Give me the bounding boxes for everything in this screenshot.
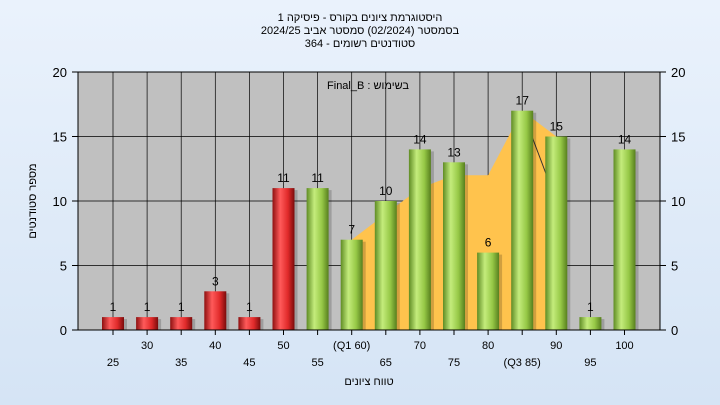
bar-25 [102,317,124,330]
x-tick-label: 65 [380,357,392,369]
x-tick-label: 95 [584,357,596,369]
bar-value-label: 1 [587,300,594,314]
x-tick-label: 35 [175,357,187,369]
bar-80 [477,252,500,330]
bar-75 [443,162,465,330]
title-line-3: סטודנטים רשומים - 364 [305,38,416,50]
bar-value-label: 1 [178,300,185,314]
bar-55 [306,188,329,330]
bar-value-label: 7 [348,223,355,237]
title-line-2: בסמסטר (02/2024) סמסטר אביב 2024/25 [261,25,460,37]
x-tick-label: 75 [448,357,460,369]
bar-45 [238,317,261,330]
bar-30 [136,317,159,330]
x-tick-label: 70 [414,340,426,352]
y-tick-label-right: 10 [671,194,685,209]
x-tick-label: 50 [277,340,289,352]
y-tick-label-right: 15 [671,130,685,145]
x-axis-label: טווח ציונים [344,376,393,388]
title-line-1: היסטוגרמת ציונים בקורס - פיסיקה 1 [278,12,443,24]
x-tick-label: 80 [482,340,494,352]
bar-value-label: 15 [550,120,564,134]
x-tick-label: (Q1 60) [333,340,370,352]
bar-value-label: 1 [110,300,117,314]
x-tick-label: 55 [311,357,323,369]
y-axis-right-ticks: 0 5 10 15 20 [660,65,685,338]
bar-value-label: 1 [144,300,151,314]
bar-(Q3 85) [511,110,534,330]
bar-value-label: 11 [311,171,324,185]
y-tick-label-left: 20 [53,65,67,80]
bar-100 [613,149,636,330]
bar-65 [374,201,397,330]
x-tick-label: 90 [550,340,562,352]
bar-value-label: 11 [277,171,290,185]
bar-50 [272,188,295,330]
x-tick-label: 30 [141,340,153,352]
bar-40 [204,291,227,330]
y-tick-label-left: 5 [60,259,67,274]
x-tick-label: 45 [243,357,255,369]
y-axis-left-ticks: 0 5 10 15 20 [53,65,78,338]
bar-value-label: 13 [447,145,461,159]
bar-(Q1 60) [340,239,363,330]
y-tick-label-right: 20 [671,65,685,80]
bar-90 [545,136,568,330]
y-tick-label-left: 15 [53,130,67,145]
bar-70 [408,149,431,330]
y-tick-label-right: 0 [671,323,678,338]
bar-value-label: 14 [618,132,632,146]
y-tick-label-left: 0 [60,323,67,338]
bar-value-label: 10 [379,184,393,198]
bar-value-label: 17 [516,94,530,108]
bar-value-label: 6 [485,236,492,250]
chart-title: היסטוגרמת ציונים בקורס - פיסיקה 1 בסמסטר… [261,12,460,50]
bar-35 [170,317,193,330]
x-tick-label: (Q3 85) [504,357,541,369]
y-axis-label: מספר סטודנטים [27,163,39,238]
bar-value-label: 3 [212,274,219,288]
bars [102,110,639,330]
bar-value-label: 14 [413,132,427,146]
x-tick-label: 40 [209,340,221,352]
x-tick-label: 25 [107,357,119,369]
annotation-label: בשימוש : Final_B [327,80,409,92]
x-tick-label: 100 [615,340,633,352]
bar-value-label: 1 [246,300,253,314]
y-tick-label-left: 10 [53,194,67,209]
y-tick-label-right: 5 [671,259,678,274]
bar-95 [579,317,602,330]
x-axis-ticks: 25 30 35 40 45 50 55 (Q1 60) 65 70 75 80 (Q3 85) 90 95… [107,330,634,369]
